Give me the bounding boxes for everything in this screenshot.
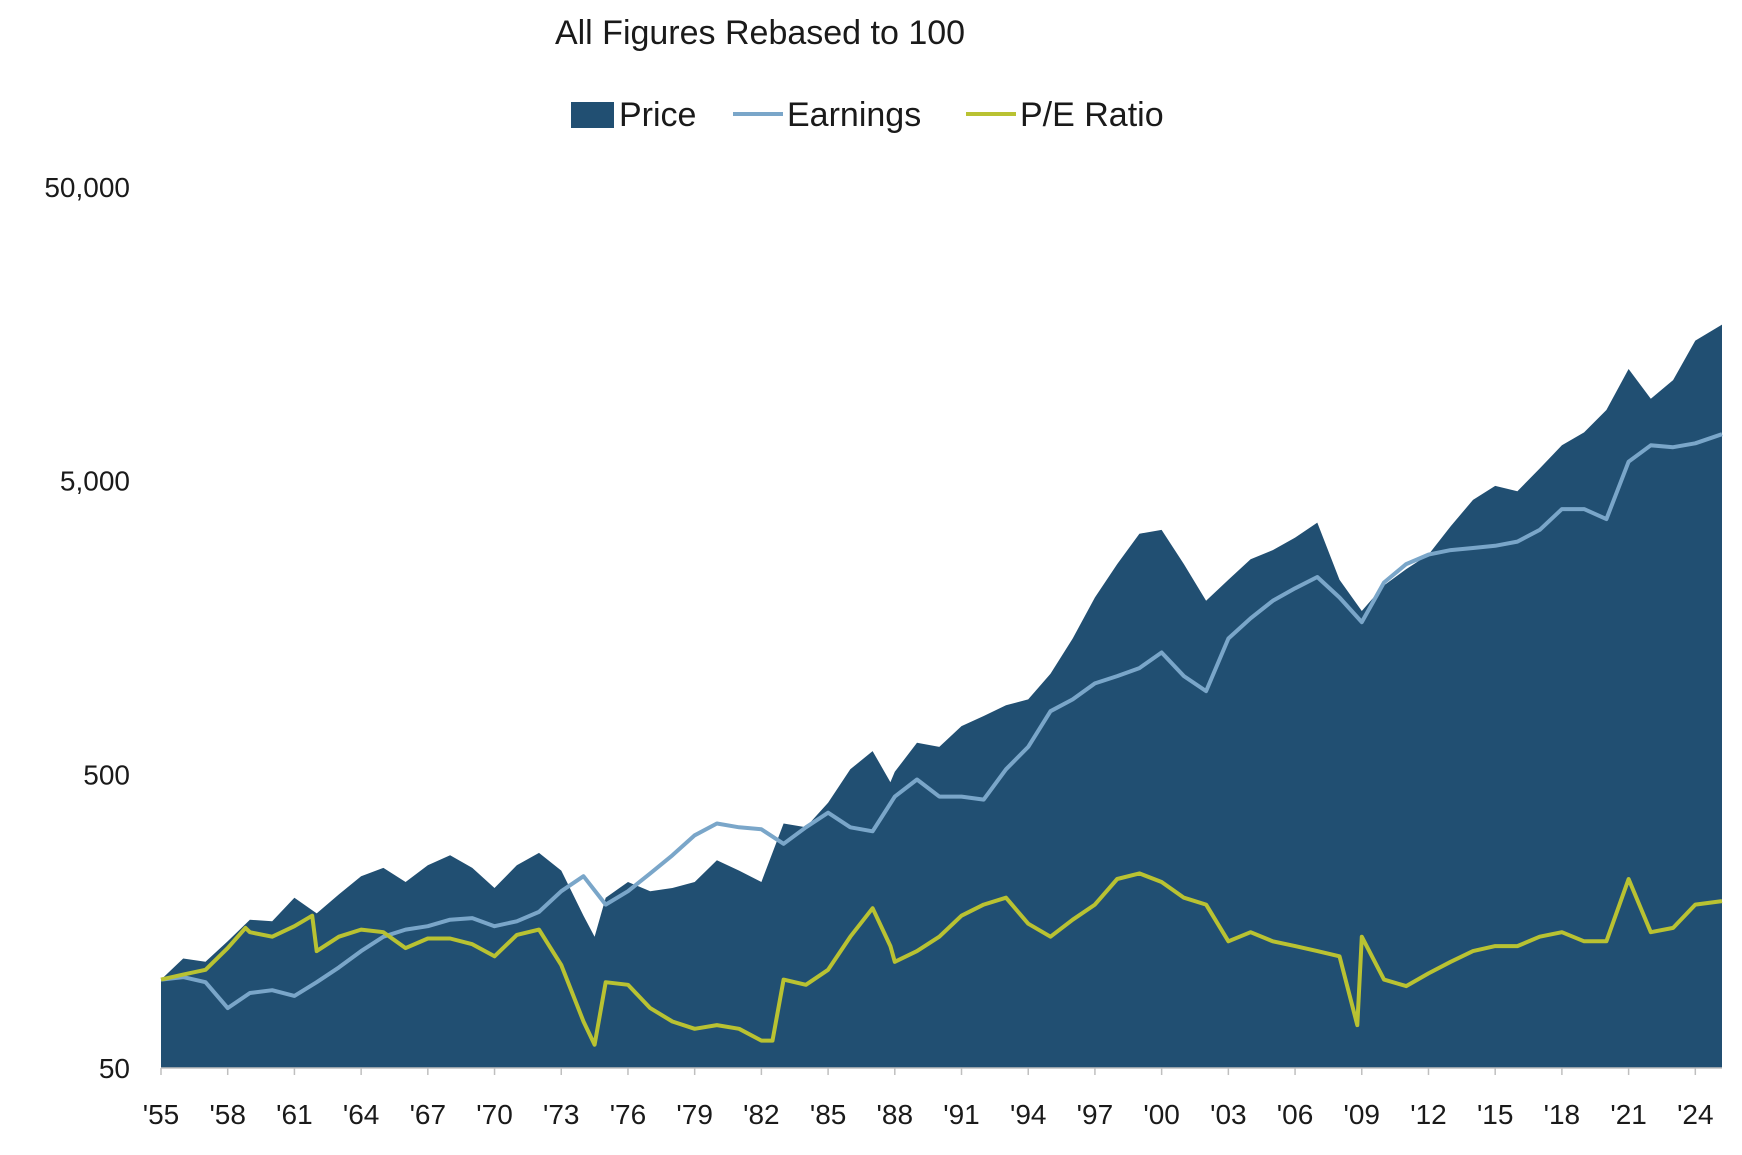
series-line-earnings xyxy=(160,432,1723,1011)
x-tick-label: '67 xyxy=(410,1099,447,1130)
x-tick-label: '00 xyxy=(1143,1099,1180,1130)
y-tick-label: 50 xyxy=(99,1053,130,1084)
legend-label-pe-ratio: P/E Ratio xyxy=(1020,96,1164,134)
x-tick-label: '12 xyxy=(1410,1099,1447,1130)
x-tick-label: '79 xyxy=(676,1099,713,1130)
y-axis: 50 500 5,000 50,000 xyxy=(44,172,130,1084)
x-tick-label: '64 xyxy=(343,1099,380,1130)
x-tick-label: '94 xyxy=(1010,1099,1047,1130)
legend-label-price: Price xyxy=(619,96,696,134)
x-tick-label: '88 xyxy=(877,1099,914,1130)
x-tick-label: '58 xyxy=(209,1099,246,1130)
y-tick-label: 50,000 xyxy=(44,172,130,203)
x-tick-label: '18 xyxy=(1544,1099,1581,1130)
legend-label-earnings: Earnings xyxy=(787,96,921,134)
series-line-p-e-ratio xyxy=(160,871,1723,1047)
y-tick-label: 500 xyxy=(83,759,130,790)
x-tick-label: '55 xyxy=(143,1099,180,1130)
series-area-price xyxy=(161,324,1722,1069)
x-tick-label: '06 xyxy=(1277,1099,1314,1130)
x-tick-label: '70 xyxy=(476,1099,513,1130)
plot-area xyxy=(160,324,1723,1069)
x-tick-label: '03 xyxy=(1210,1099,1247,1130)
x-tick-label: '82 xyxy=(743,1099,780,1130)
legend-swatch-price xyxy=(571,102,614,128)
x-tick-label: '73 xyxy=(543,1099,580,1130)
chart-title: All Figures Rebased to 100 xyxy=(555,14,965,52)
x-tick-label: '91 xyxy=(943,1099,980,1130)
x-tick-label: '24 xyxy=(1677,1099,1714,1130)
x-tick-label: '76 xyxy=(610,1099,647,1130)
y-tick-label: 5,000 xyxy=(60,466,130,497)
x-tick-label: '09 xyxy=(1344,1099,1381,1130)
legend: Price Earnings P/E Ratio xyxy=(571,96,1164,134)
x-tick-label: '85 xyxy=(810,1099,847,1130)
x-tick-label: '15 xyxy=(1477,1099,1514,1130)
x-tick-label: '61 xyxy=(276,1099,313,1130)
x-axis: '55 '58 '61 '64 '67 '70 '73 '76 '79 '82 '85 '88 '91 '… xyxy=(143,1067,1722,1130)
x-tick-label: '21 xyxy=(1610,1099,1647,1130)
x-tick-label: '97 xyxy=(1077,1099,1114,1130)
